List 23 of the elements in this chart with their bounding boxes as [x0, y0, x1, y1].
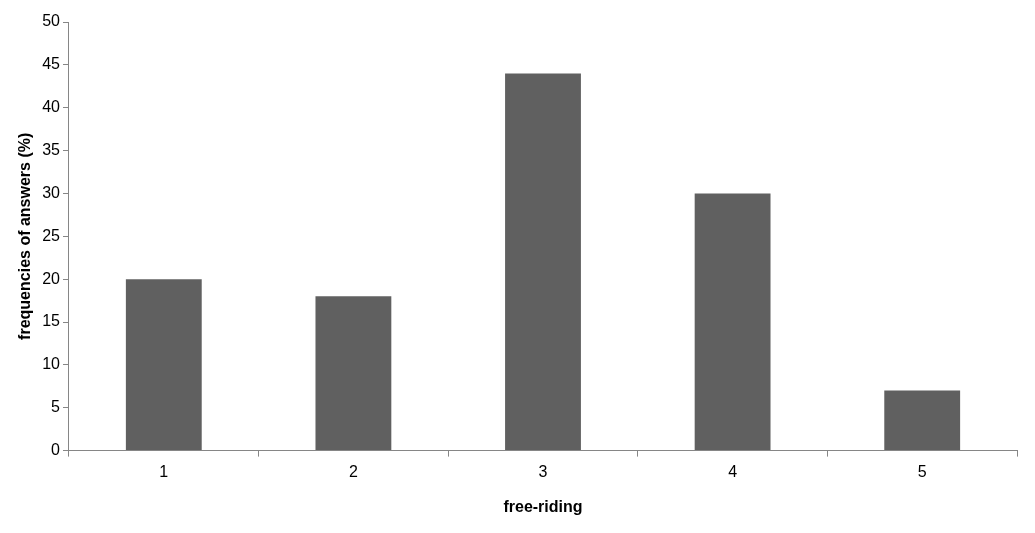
y-tick-label: 45 — [42, 55, 61, 73]
y-tick-label: 5 — [51, 398, 61, 416]
y-axis-title: frequencies of answers (%) — [16, 132, 34, 340]
bar — [315, 296, 392, 451]
y-tick-label: 40 — [42, 98, 61, 116]
y-tick-label: 20 — [42, 269, 61, 287]
x-axis-title: free-riding — [503, 497, 583, 515]
y-tick-label: 35 — [42, 140, 61, 158]
x-tick-label: 4 — [728, 462, 738, 480]
y-tick-label: 10 — [42, 355, 61, 373]
bar — [694, 193, 771, 451]
x-tick-label: 2 — [348, 462, 358, 480]
x-tick-label: 1 — [159, 462, 169, 480]
bar — [884, 390, 961, 451]
y-tick-label: 25 — [42, 226, 61, 244]
bar — [505, 73, 581, 451]
x-tick-label: 5 — [917, 462, 927, 480]
y-tick-label: 15 — [42, 312, 61, 330]
y-tick-label: 0 — [51, 441, 61, 459]
y-tick-label: 30 — [42, 183, 61, 201]
bar — [125, 279, 202, 451]
x-tick-label: 3 — [538, 462, 548, 480]
y-tick-label: 50 — [42, 12, 61, 30]
